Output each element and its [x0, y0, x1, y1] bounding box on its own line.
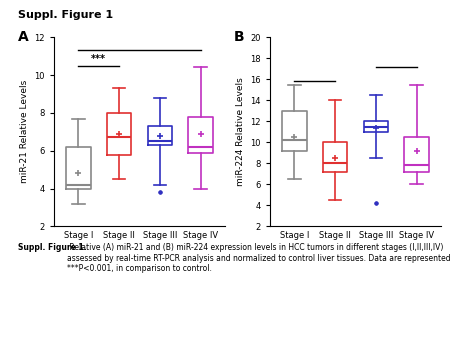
- Text: ***: ***: [91, 54, 106, 64]
- Text: B: B: [234, 30, 245, 44]
- Y-axis label: miR-224 Relative Levels: miR-224 Relative Levels: [236, 77, 245, 186]
- Text: Suppl. Figure 1: Suppl. Figure 1: [18, 10, 113, 20]
- Y-axis label: miR-21 Relative Levels: miR-21 Relative Levels: [20, 80, 29, 184]
- Text: Suppl. Figure 1.: Suppl. Figure 1.: [18, 243, 86, 252]
- Text: Relative (A) miR-21 and (B) miR-224 expression levels in HCC tumors in different: Relative (A) miR-21 and (B) miR-224 expr…: [67, 243, 450, 273]
- Text: A: A: [18, 30, 29, 44]
